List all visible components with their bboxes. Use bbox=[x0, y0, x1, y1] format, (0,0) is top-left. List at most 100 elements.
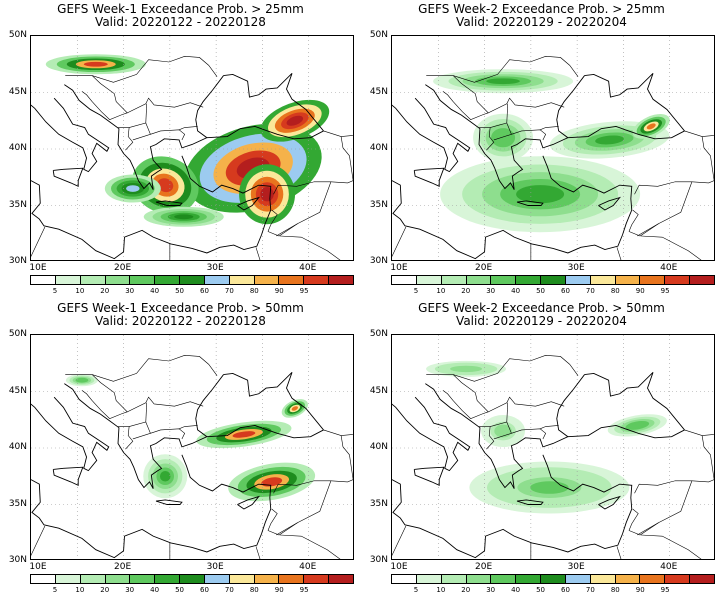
country-border bbox=[273, 435, 353, 494]
colorbar-tick-label: 50 bbox=[175, 287, 184, 295]
map-canvas bbox=[392, 335, 714, 559]
country-border bbox=[442, 390, 489, 419]
country-border bbox=[267, 508, 278, 531]
country-border bbox=[145, 103, 148, 124]
colorbar bbox=[30, 574, 354, 584]
colorbar-tick-label: 20 bbox=[100, 586, 110, 594]
country-border bbox=[479, 426, 495, 450]
country-border bbox=[323, 429, 353, 436]
coastline bbox=[598, 196, 622, 211]
longitude-label: 20E bbox=[474, 263, 493, 273]
coastline bbox=[64, 374, 224, 489]
probability-contour bbox=[630, 422, 645, 429]
colorbar-swatch bbox=[130, 575, 156, 583]
colorbar-swatch bbox=[279, 575, 305, 583]
colorbar-tick-label: 5 bbox=[52, 287, 58, 295]
coastline bbox=[52, 167, 84, 187]
colorbar-tick-label: 5 bbox=[413, 586, 419, 594]
country-border bbox=[442, 91, 489, 120]
country-border bbox=[641, 534, 702, 559]
panel-valid-period: Valid: 20220122 - 20220128 bbox=[95, 314, 266, 328]
colorbar-swatch bbox=[441, 575, 467, 583]
country-border bbox=[634, 136, 714, 195]
colorbar-tick-label: 80 bbox=[610, 287, 620, 295]
country-border bbox=[506, 103, 509, 124]
map-area bbox=[391, 334, 715, 560]
country-border bbox=[31, 226, 46, 257]
country-border bbox=[540, 425, 559, 430]
latitude-label: 45N bbox=[8, 86, 27, 97]
longitude-label: 10E bbox=[29, 562, 47, 572]
country-border bbox=[81, 91, 128, 120]
latitude-label: 50N bbox=[369, 30, 388, 40]
colorbar-swatch bbox=[279, 276, 305, 284]
country-border bbox=[490, 421, 512, 440]
longitude-label: 30E bbox=[567, 263, 585, 273]
country-border bbox=[479, 127, 495, 151]
colorbar-tick-label: 10 bbox=[75, 586, 85, 594]
colorbar-swatch bbox=[416, 276, 442, 284]
panel-valid-period: Valid: 20220129 - 20220204 bbox=[456, 15, 627, 29]
colorbar-tick-label: 5 bbox=[52, 586, 58, 594]
coastline bbox=[413, 167, 445, 187]
country-border bbox=[426, 355, 579, 382]
country-border bbox=[323, 130, 353, 137]
latitude-label: 35N bbox=[8, 498, 27, 509]
colorbar-swatch bbox=[80, 575, 106, 583]
longitude-label: 30E bbox=[206, 263, 224, 273]
colorbar-swatch bbox=[55, 575, 81, 583]
probability-contour bbox=[291, 406, 298, 411]
probability-contour bbox=[83, 61, 108, 67]
colorbar-tick-label: 20 bbox=[100, 287, 110, 295]
coastline bbox=[425, 75, 585, 190]
colorbar-swatch bbox=[590, 575, 616, 583]
colorbar-swatch bbox=[416, 575, 442, 583]
latitude-label: 40N bbox=[369, 143, 388, 153]
colorbar-swatch bbox=[155, 575, 181, 583]
coastline bbox=[516, 200, 544, 206]
latitude-label: 35N bbox=[8, 199, 27, 210]
country-border bbox=[65, 355, 218, 382]
map-panel: GEFS Week-1 Exceedance Prob. > 50mm Valid… bbox=[0, 299, 361, 598]
panel-valid-period: Valid: 20220129 - 20220204 bbox=[456, 314, 627, 328]
map-panel: GEFS Week-2 Exceedance Prob. > 25mm Valid… bbox=[361, 0, 722, 299]
colorbar-swatch bbox=[640, 276, 666, 284]
latitude-label: 45N bbox=[369, 385, 388, 396]
coastline bbox=[584, 371, 685, 431]
colorbar-swatch bbox=[491, 276, 517, 284]
colorbar-tick-label: 50 bbox=[536, 586, 545, 594]
country-border bbox=[280, 235, 341, 260]
colorbar-tick-label: 80 bbox=[249, 287, 259, 295]
coastline bbox=[31, 97, 110, 173]
panel-title: GEFS Week-2 Exceedance Prob. > 25mm bbox=[418, 2, 665, 16]
colorbar-swatch bbox=[105, 575, 131, 583]
probability-contour bbox=[159, 470, 171, 482]
country-border bbox=[273, 136, 353, 195]
colorbar-tick-label: 60 bbox=[199, 287, 209, 295]
colorbar-swatch bbox=[466, 276, 492, 284]
probability-contour bbox=[174, 214, 194, 220]
coastline bbox=[64, 75, 224, 190]
probability-contour bbox=[595, 135, 624, 145]
colorbar-swatch bbox=[31, 575, 56, 583]
colorbar-swatch bbox=[304, 276, 330, 284]
country-border bbox=[511, 428, 547, 440]
longitude-label: 10E bbox=[390, 562, 408, 572]
colorbar-tick-label: 30 bbox=[125, 287, 135, 295]
probability-contour bbox=[516, 185, 565, 204]
country-border bbox=[637, 223, 659, 237]
coastline bbox=[392, 97, 471, 173]
colorbar-swatch bbox=[254, 276, 280, 284]
probability-contour bbox=[530, 481, 569, 494]
colorbar-swatch bbox=[180, 276, 205, 284]
latitude-label: 45N bbox=[369, 86, 388, 97]
latitude-label: 50N bbox=[369, 329, 388, 339]
colorbar-tick-label: 40 bbox=[511, 586, 521, 594]
country-border bbox=[255, 247, 261, 260]
colorbar-swatch bbox=[516, 575, 542, 583]
country-border bbox=[511, 129, 547, 141]
latitude-label: 40N bbox=[8, 143, 27, 153]
country-border bbox=[506, 402, 509, 423]
colorbar-swatch bbox=[392, 575, 417, 583]
country-border bbox=[276, 522, 298, 536]
